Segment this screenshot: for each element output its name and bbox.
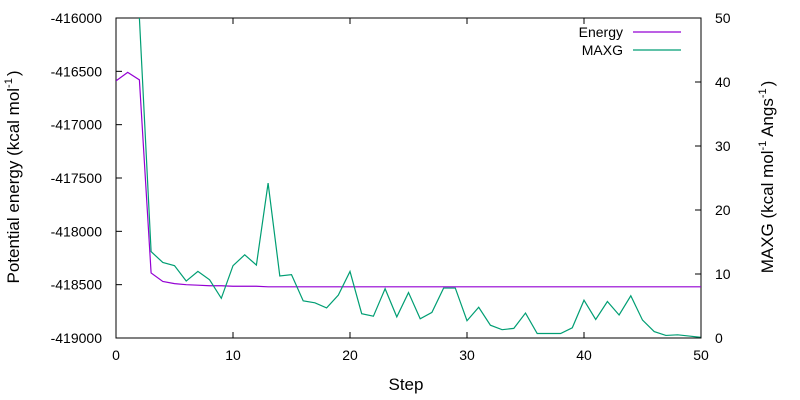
- y-tick-label: -416500: [51, 63, 103, 79]
- legend-label-maxg: MAXG: [582, 42, 623, 58]
- y-tick-label: -417500: [51, 170, 103, 186]
- y2-tick-label: 10: [715, 266, 731, 282]
- y-axis-title: Potential energy (kcal mol-1): [3, 70, 23, 283]
- y-tick-label: -416000: [51, 10, 103, 26]
- y2-axis-title: MAXG (kcal mol-1 Angs-1): [757, 81, 777, 274]
- y2-tick-label: 30: [715, 138, 731, 154]
- legend: Energy MAXG: [579, 24, 681, 58]
- series-line-energy: [116, 71, 701, 288]
- y2-tick-label: 20: [715, 202, 731, 218]
- x-tick-label: 10: [225, 347, 241, 363]
- series-line-maxg: [138, 18, 701, 338]
- x-tick-label: 50: [693, 347, 709, 363]
- x-tick-label: 40: [576, 347, 592, 363]
- x-tick-label: 20: [342, 347, 358, 363]
- y2-tick-label: 40: [715, 74, 731, 90]
- y2-tick-label: 0: [715, 330, 723, 346]
- x-axis-title: Step: [389, 375, 424, 394]
- y-tick-label: -418000: [51, 223, 103, 239]
- x-tick-label: 0: [112, 347, 120, 363]
- y2-tick-label: 50: [715, 10, 731, 26]
- x-tick-label: 30: [459, 347, 475, 363]
- y-tick-label: -418500: [51, 277, 103, 293]
- plot-frame: [115, 17, 702, 339]
- legend-label-energy: Energy: [579, 24, 623, 40]
- y-tick-label: -417000: [51, 117, 103, 133]
- y-tick-label: -419000: [51, 330, 103, 346]
